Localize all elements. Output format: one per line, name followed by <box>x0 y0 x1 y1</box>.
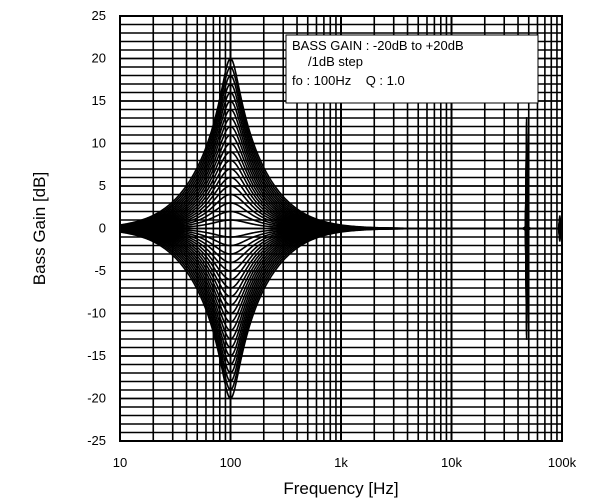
y-tick-label: 0 <box>99 221 106 236</box>
x-tick-label: 1k <box>334 455 348 470</box>
plot-frame <box>119 15 563 442</box>
gain-curve <box>119 57 563 230</box>
y-tick-label: 25 <box>92 8 106 23</box>
y-tick-label: -20 <box>87 391 106 406</box>
x-tick-label: 100k <box>548 455 577 470</box>
y-axis-label: Bass Gain [dB] <box>30 172 49 285</box>
y-tick-label: 10 <box>92 136 106 151</box>
annotation-line-gain-range: BASS GAIN : -20dB to +20dB <box>292 38 464 53</box>
y-tick-label: -5 <box>94 263 106 278</box>
curve-family <box>119 57 563 400</box>
annotation-box-border <box>285 34 539 104</box>
x-tick-labels: 10 100 1k 10k 100k <box>113 455 577 470</box>
y-tick-label: -10 <box>87 306 106 321</box>
x-tick-label: 100 <box>220 455 242 470</box>
y-tick-label: 20 <box>92 51 106 66</box>
y-tick-label: -25 <box>87 433 106 448</box>
x-axis-label: Frequency [Hz] <box>283 479 398 498</box>
annotation-box: BASS GAIN : -20dB to +20dB /1dB step fo … <box>285 34 539 104</box>
y-tick-labels: 25 20 15 10 5 0 -5 -10 -15 -20 -25 <box>87 8 106 448</box>
y-tick-label: -15 <box>87 348 106 363</box>
y-tick-label: 5 <box>99 178 106 193</box>
x-tick-label: 10 <box>113 455 127 470</box>
x-tick-label: 10k <box>441 455 462 470</box>
annotation-line-step: /1dB step <box>308 54 363 69</box>
y-tick-label: 15 <box>92 93 106 108</box>
annotation-line-fo-q: fo : 100Hz Q : 1.0 <box>292 73 405 88</box>
